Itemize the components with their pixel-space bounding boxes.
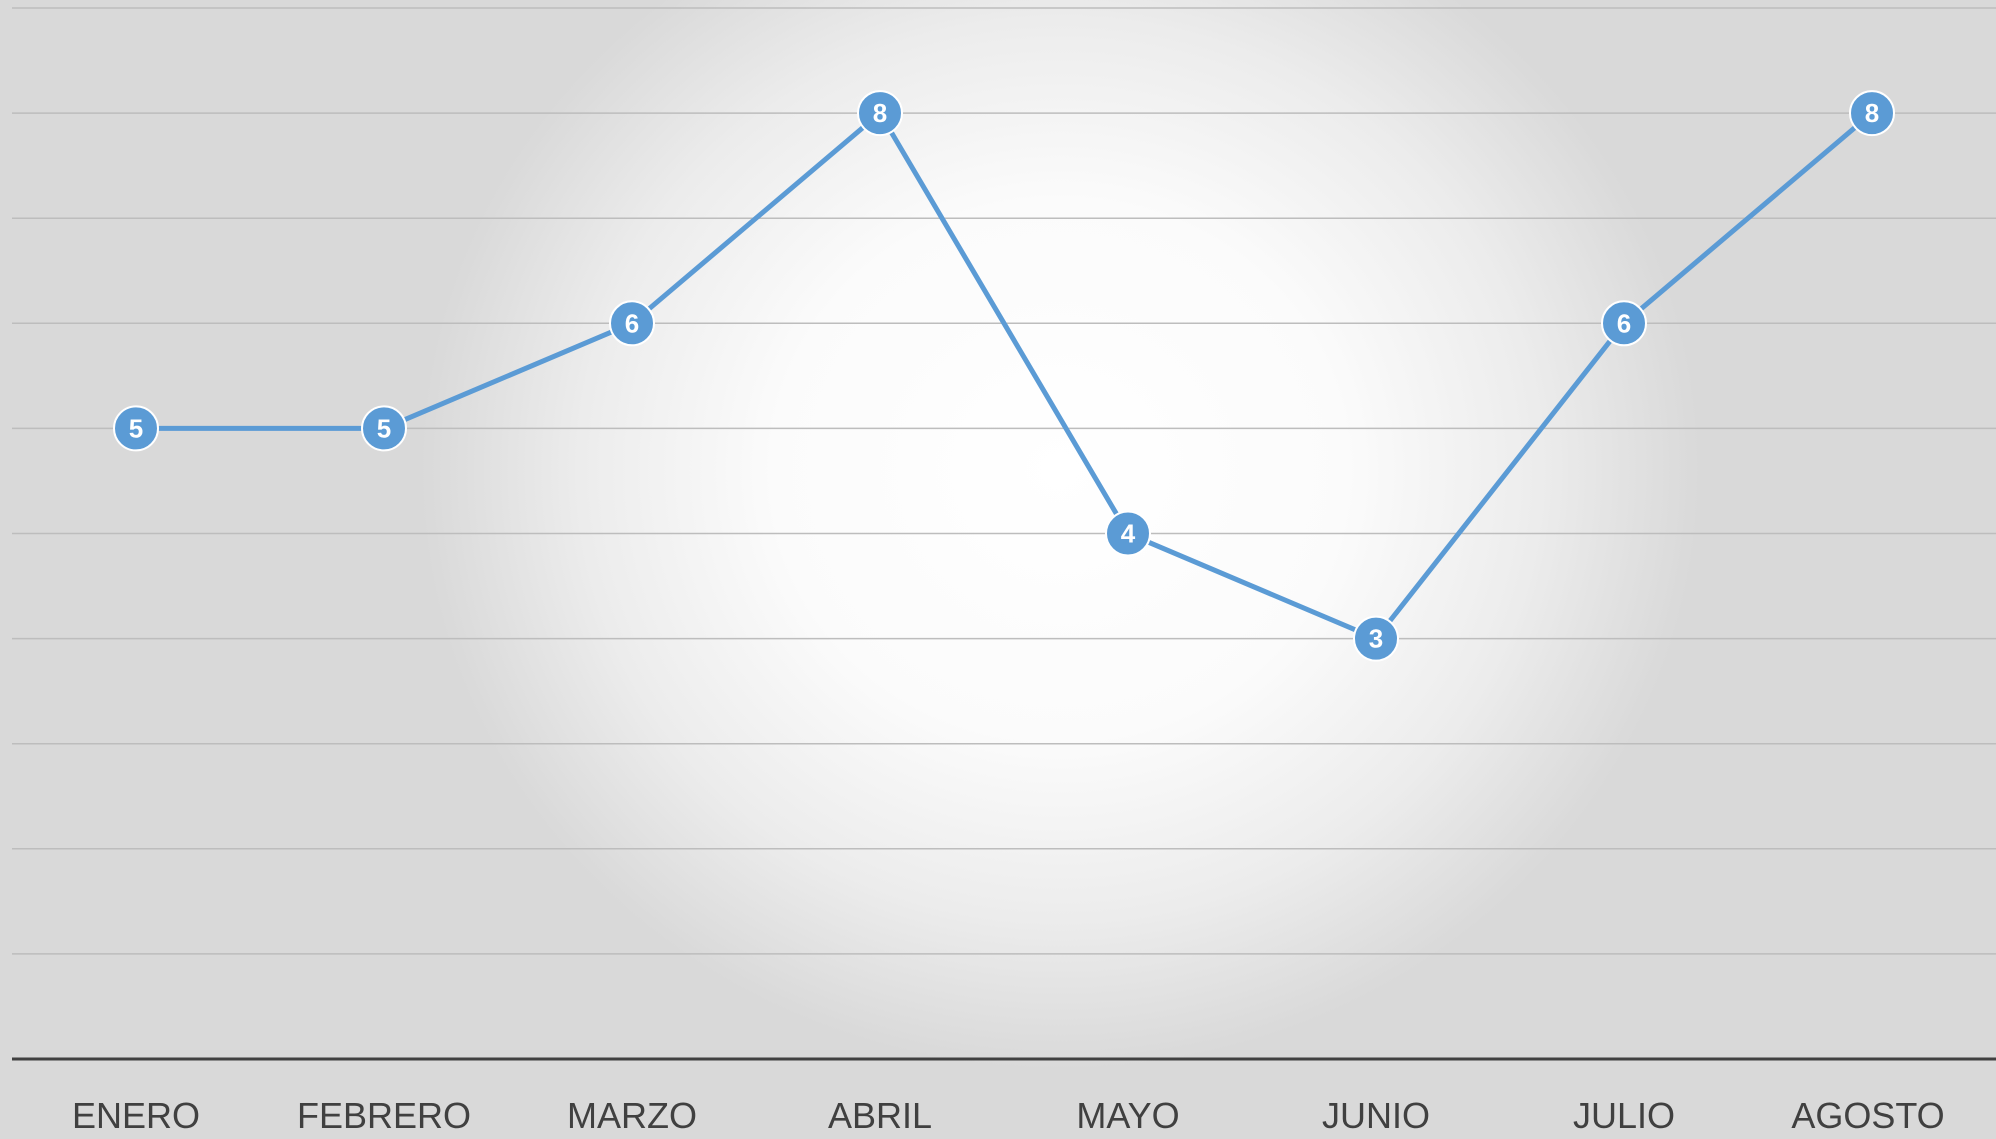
data-point-marker: [1105, 510, 1151, 557]
data-point: 8: [857, 90, 903, 137]
data-point: 8: [1849, 90, 1895, 137]
series-line: [133, 110, 1875, 642]
data-label: 3: [1369, 624, 1383, 654]
data-point: 3: [1353, 615, 1399, 662]
x-tick-label: JULIO: [1573, 1095, 1675, 1136]
data-label: 6: [1617, 308, 1631, 338]
x-tick-label: JUNIO: [1322, 1095, 1430, 1136]
data-point: 6: [609, 300, 655, 347]
data-point-marker: [1353, 615, 1399, 662]
x-tick-label: FEBRERO: [297, 1095, 471, 1136]
x-tick-labels: ENERO FEBRERO MARZO ABRIL MAYO JUNIO JULIO AGOS…: [72, 1095, 1945, 1136]
x-tick-label: MARZO: [567, 1095, 697, 1136]
x-tick-label: ABRIL: [828, 1095, 932, 1136]
data-point-marker: [1601, 300, 1647, 347]
data-point: 5: [113, 405, 159, 452]
data-point-marker: [857, 90, 903, 137]
data-label: 6: [625, 308, 639, 338]
data-point: 4: [1105, 510, 1151, 557]
x-tick-label: MAYO: [1076, 1095, 1179, 1136]
data-point-marker: [1849, 90, 1895, 137]
x-tick-label: AGOSTO: [1791, 1095, 1944, 1136]
data-point-marker: [361, 405, 407, 452]
data-point: 5: [361, 405, 407, 452]
x-tick-label: ENERO: [72, 1095, 200, 1136]
data-label: 8: [873, 98, 887, 128]
series-group: 5 5 6 8 4 3 6 8: [113, 90, 1895, 662]
data-point-marker: [113, 405, 159, 452]
data-point: 6: [1601, 300, 1647, 347]
data-label: 8: [1865, 98, 1879, 128]
gridlines: [12, 7, 1996, 955]
data-label: 5: [129, 413, 143, 443]
data-point-marker: [609, 300, 655, 347]
data-label: 4: [1121, 519, 1136, 549]
data-label: 5: [377, 413, 391, 443]
